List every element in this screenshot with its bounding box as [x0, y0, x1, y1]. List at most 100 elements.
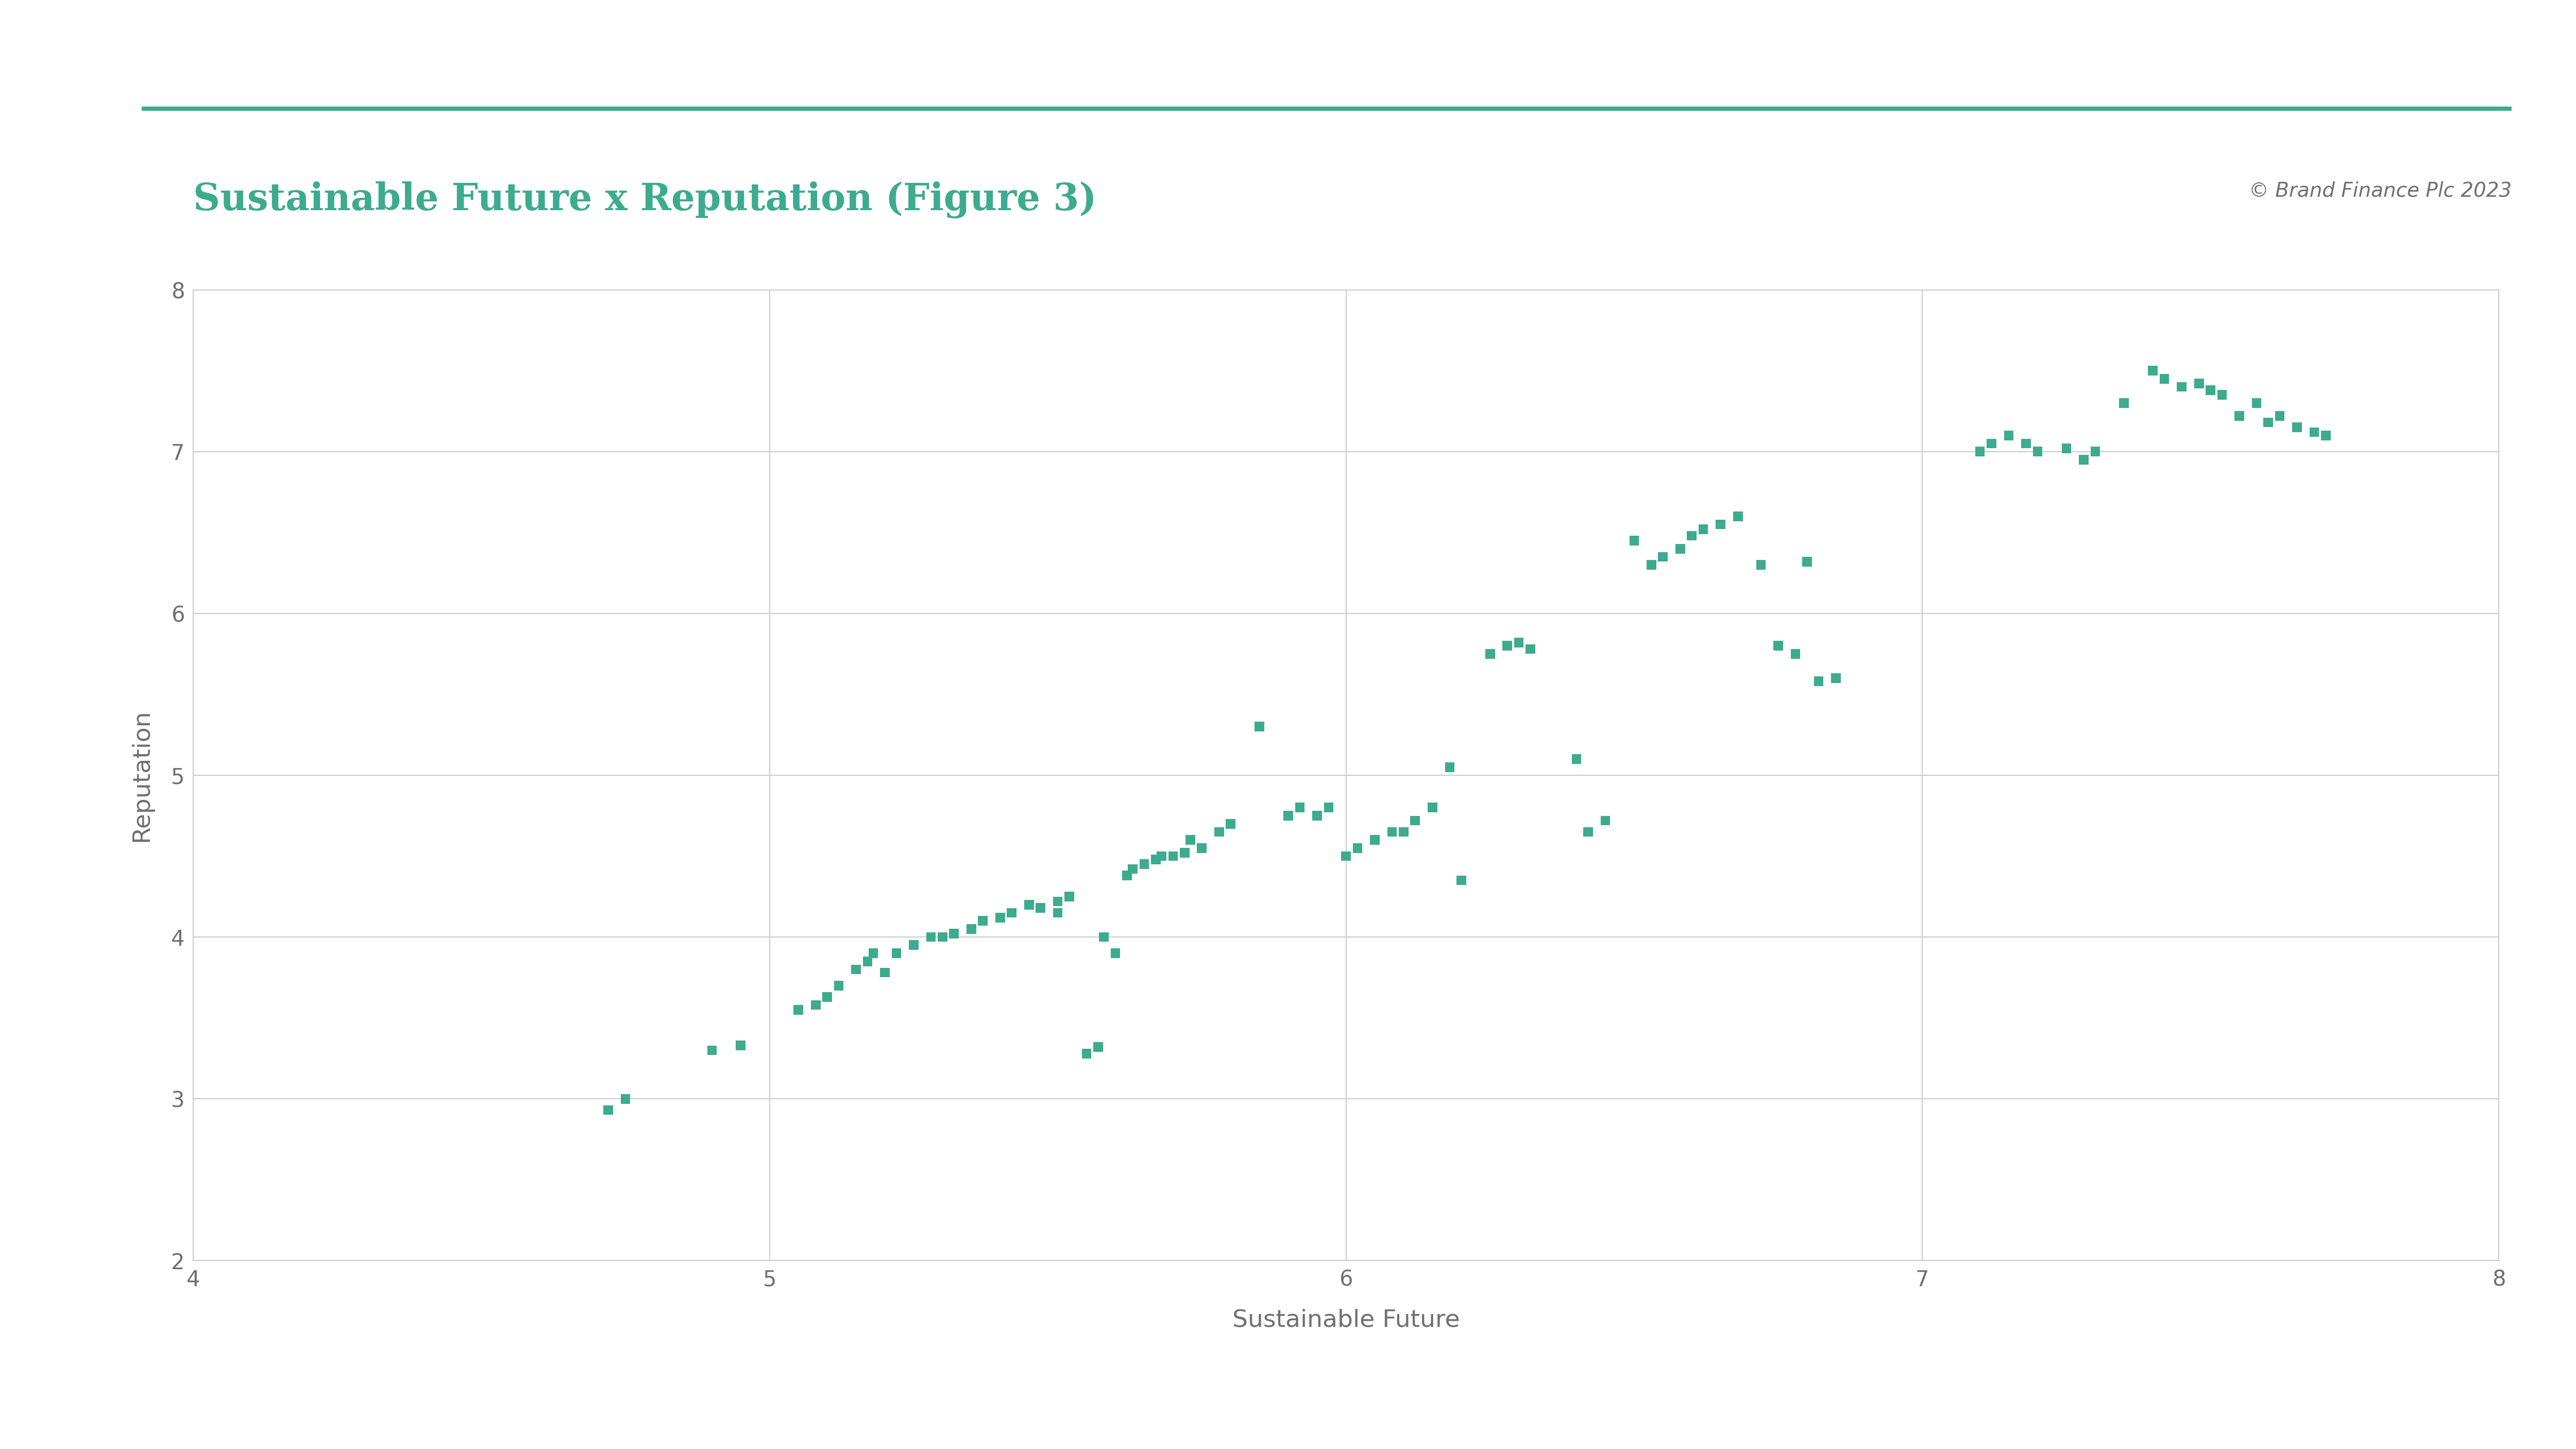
Point	[1440, 869, 1481, 893]
Point	[1309, 796, 1350, 819]
Point	[1412, 796, 1453, 819]
Point	[2017, 440, 2058, 464]
Point	[1989, 425, 2030, 448]
Point	[1020, 897, 1061, 920]
Point	[1971, 432, 2012, 455]
Point	[848, 949, 889, 972]
Point	[1136, 848, 1177, 871]
Point	[992, 901, 1033, 924]
Point	[1499, 630, 1540, 653]
Point	[963, 910, 1005, 933]
X-axis label: Sustainable Future: Sustainable Future	[1231, 1308, 1461, 1332]
Point	[1239, 716, 1280, 739]
Point	[1682, 517, 1723, 540]
Point	[2161, 375, 2202, 398]
Point	[1643, 545, 1685, 568]
Point	[894, 933, 935, 956]
Point	[909, 926, 951, 949]
Point	[2063, 448, 2105, 471]
Point	[587, 1098, 629, 1122]
Point	[2236, 391, 2277, 414]
Point	[979, 906, 1020, 929]
Point	[2306, 425, 2347, 448]
Point	[853, 942, 894, 965]
Point	[2259, 404, 2300, 427]
Point	[2190, 378, 2231, 401]
Point	[1084, 926, 1126, 949]
Point	[835, 958, 876, 981]
Point	[1077, 1036, 1118, 1059]
Point	[2133, 359, 2174, 383]
Point	[1007, 893, 1048, 916]
Point	[1816, 667, 1857, 690]
Point	[1741, 554, 1783, 577]
Point	[1672, 525, 1713, 548]
Point	[1383, 820, 1425, 843]
Point	[1164, 842, 1206, 865]
Point	[2105, 391, 2146, 414]
Point	[1757, 635, 1798, 658]
Point	[2293, 420, 2334, 443]
Point	[1211, 811, 1252, 835]
Y-axis label: Reputation: Reputation	[129, 709, 152, 842]
Point	[806, 985, 848, 1009]
Point	[1105, 864, 1146, 887]
Point	[1337, 836, 1378, 859]
Point	[1430, 755, 1471, 778]
Point	[922, 926, 963, 949]
Point	[819, 974, 860, 997]
Point	[2143, 367, 2184, 390]
Point	[1038, 901, 1079, 924]
Point	[951, 917, 992, 940]
Point	[1123, 852, 1164, 875]
Point	[1718, 504, 1759, 527]
Point	[1066, 1042, 1108, 1065]
Text: © Brand Finance Plc 2023: © Brand Finance Plc 2023	[2249, 181, 2512, 201]
Point	[1151, 845, 1193, 868]
Point	[605, 1087, 647, 1110]
Point	[1775, 642, 1816, 665]
Point	[1141, 845, 1182, 868]
Point	[933, 922, 974, 945]
Text: Sustainable Future x Reputation (Figure 3): Sustainable Future x Reputation (Figure …	[193, 181, 1097, 219]
Point	[2179, 372, 2221, 396]
Point	[690, 1039, 732, 1062]
Point	[721, 1033, 762, 1056]
Point	[1394, 809, 1435, 832]
Point	[1296, 804, 1337, 827]
Point	[876, 942, 917, 965]
Point	[1355, 829, 1396, 852]
Point	[2218, 404, 2259, 427]
Point	[1631, 554, 1672, 577]
Point	[1584, 809, 1625, 832]
Point	[1095, 942, 1136, 965]
Point	[2074, 440, 2115, 464]
Point	[1556, 748, 1597, 771]
Point	[1566, 820, 1607, 843]
Point	[2277, 416, 2318, 439]
Point	[1788, 551, 1829, 574]
Point	[1510, 638, 1551, 661]
Point	[778, 998, 819, 1022]
Point	[1113, 858, 1154, 881]
Point	[1659, 538, 1700, 561]
Point	[1170, 829, 1211, 852]
Point	[1960, 440, 2002, 464]
Point	[1700, 513, 1741, 536]
Point	[866, 961, 907, 984]
Point	[1182, 836, 1224, 859]
Point	[1370, 820, 1412, 843]
Point	[796, 994, 837, 1017]
Point	[1267, 804, 1309, 827]
Point	[1798, 669, 1839, 693]
Point	[2007, 432, 2048, 455]
Point	[1327, 845, 1368, 868]
Point	[2202, 384, 2244, 407]
Point	[1613, 529, 1654, 552]
Point	[1280, 796, 1321, 819]
Point	[1198, 820, 1239, 843]
Point	[1468, 642, 1510, 665]
Point	[1048, 885, 1090, 909]
Point	[2045, 436, 2087, 459]
Point	[1038, 890, 1079, 913]
